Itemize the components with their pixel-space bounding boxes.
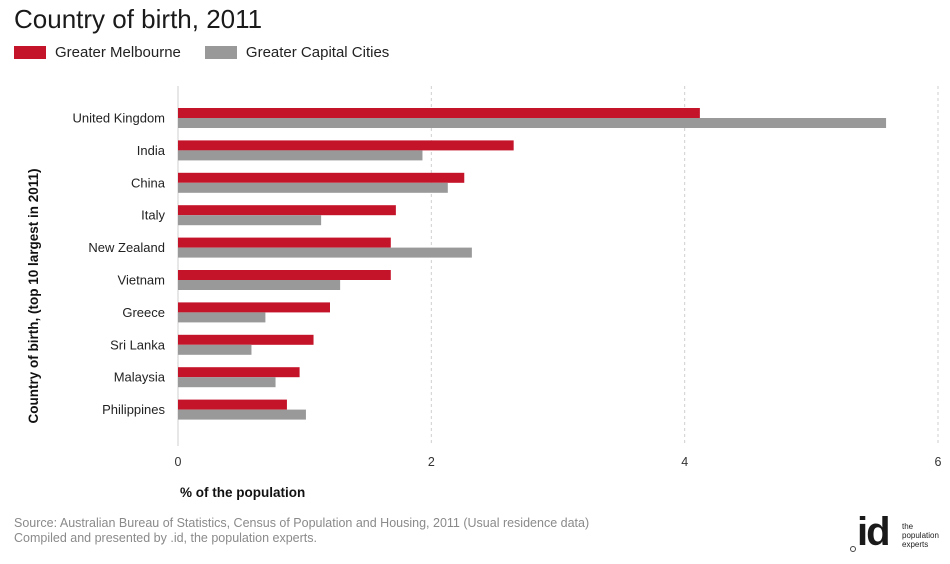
legend-label-greater-melbourne: Greater Melbourne	[55, 43, 181, 61]
bar-greater-capital-cities	[178, 312, 266, 323]
logo-tag-line: population	[902, 531, 939, 540]
legend-label-greater-capital-cities: Greater Capital Cities	[245, 43, 390, 61]
bar-chart: United Kingdom India China Italy New Zealand…	[26, 86, 942, 500]
bar-greater-melbourne	[178, 172, 465, 183]
category-label: Malaysia	[114, 370, 166, 385]
bar-greater-melbourne	[178, 270, 391, 280]
grid	[177, 86, 939, 446]
bar-greater-capital-cities	[178, 118, 887, 128]
id-logo: id the population experts	[850, 510, 950, 560]
bar-greater-melbourne	[178, 108, 700, 118]
bar-greater-melbourne	[178, 302, 330, 313]
legend-item-greater-melbourne: Greater Melbourne	[14, 44, 181, 61]
logo-wordmark: id	[857, 510, 891, 554]
y-axis-title: Country of birth, (top 10 largest in 201…	[26, 168, 41, 423]
bar-greater-capital-cities	[178, 247, 472, 258]
bar-greater-melbourne	[178, 237, 391, 248]
bar-greater-melbourne	[178, 367, 300, 378]
legend-swatch-greater-melbourne	[14, 45, 46, 59]
logo-tag-line: the	[902, 522, 914, 531]
logo-tag-line: experts	[902, 540, 929, 549]
category-label: United Kingdom	[73, 111, 166, 126]
source-line: Source: Australian Bureau of Statistics,…	[14, 516, 590, 530]
bar-greater-melbourne	[178, 205, 396, 216]
bar-greater-capital-cities	[178, 280, 341, 290]
bar-greater-melbourne	[178, 140, 514, 151]
x-tick-label: 6	[935, 455, 942, 469]
category-label: Italy	[141, 208, 165, 223]
chart-legend: Greater Melbourne Greater Capital Cities	[14, 42, 413, 62]
category-label: India	[137, 143, 166, 158]
x-ticks: 0 2 4 6	[175, 455, 942, 469]
category-label: Sri Lanka	[110, 337, 166, 352]
logo-dot-icon	[850, 546, 856, 552]
category-label: Philippines	[102, 402, 165, 417]
x-tick-label: 2	[428, 455, 435, 469]
chart-title: Country of birth, 2011	[14, 4, 263, 34]
source-note: Source: Australian Bureau of Statistics,…	[14, 516, 589, 546]
bar-greater-capital-cities	[178, 344, 252, 355]
bar-greater-capital-cities	[178, 215, 322, 226]
category-label: Greece	[122, 305, 165, 320]
x-tick-label: 0	[175, 455, 182, 469]
bar-greater-melbourne	[178, 334, 314, 345]
bar-greater-capital-cities	[178, 409, 306, 420]
category-label: China	[131, 175, 166, 190]
bar-greater-melbourne	[178, 399, 287, 410]
bars	[178, 108, 887, 420]
legend-item-greater-capital-cities: Greater Capital Cities	[204, 43, 390, 61]
x-axis-title: % of the population	[180, 485, 305, 500]
legend-swatch-greater-capital-cities	[204, 45, 237, 59]
category-labels: United Kingdom India China Italy New Zealand…	[73, 111, 166, 418]
logo-tagline: the population experts	[902, 522, 947, 549]
compiled-line: Compiled and presented by .id, the popul…	[14, 531, 317, 545]
bar-greater-capital-cities	[178, 150, 423, 161]
category-label: Vietnam	[118, 273, 165, 288]
x-tick-label: 4	[681, 455, 688, 469]
bar-greater-capital-cities	[178, 377, 276, 388]
bar-greater-capital-cities	[178, 182, 448, 193]
category-label: New Zealand	[88, 240, 165, 255]
